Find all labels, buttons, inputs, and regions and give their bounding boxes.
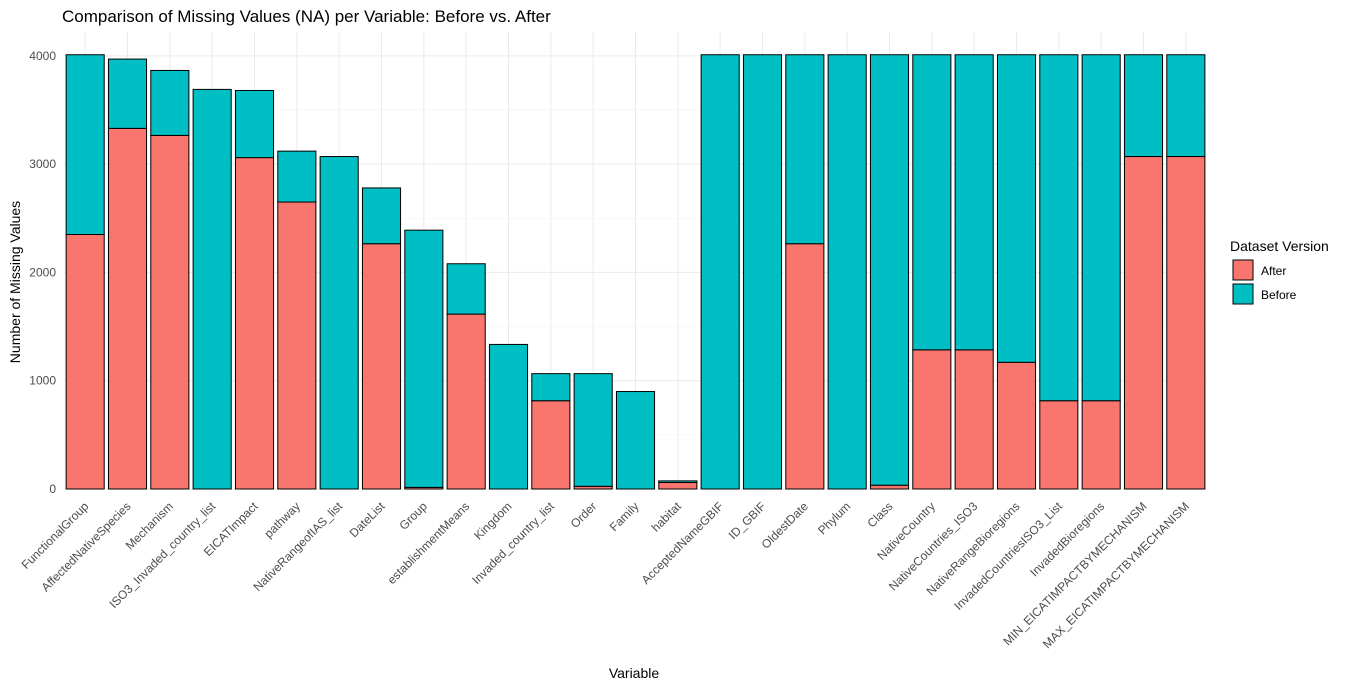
x-axis-title: Variable [609,665,660,681]
legend-key [1232,283,1254,305]
bar-segment [996,361,1037,490]
bar-segment [319,156,359,490]
bar-segment [1123,54,1164,158]
y-tick-label: 4000 [29,49,56,63]
y-tick-label: 0 [49,482,56,496]
x-tick-label: Family [607,499,642,534]
x-tick-label: Invaded_country_list [469,499,557,587]
bar-segment [615,391,656,490]
bar-segment [573,373,613,487]
x-tick-label: establishmentMeans [385,499,473,587]
bar-segment [869,484,910,490]
bar-segment [1039,400,1079,490]
bar-segment [65,54,105,236]
bar-segment [192,88,232,490]
bar-segment [234,157,275,490]
x-tick-label: habitat [649,499,685,535]
x-tick-label: pathway [261,499,303,541]
legend-key [1232,259,1254,281]
bar-segment [531,400,571,490]
bar-segment [785,243,825,490]
x-tick-label: InvadedBioregions [1027,499,1107,579]
bar-segment [488,343,529,490]
bar-segment [954,349,994,490]
bar-segment [996,54,1037,363]
x-tick-label: Phylum [815,499,853,537]
bar-segment [912,349,952,490]
x-tick-label: ID_GBIF [726,499,769,542]
legend-label: After [1261,264,1286,278]
bar-segment [1081,400,1121,490]
bar-segment [404,229,444,488]
bar-segment [658,480,698,484]
bar-segment [446,263,486,315]
y-axis-title: Number of Missing Values [7,201,23,363]
bar-segment [361,243,402,490]
bar-segment [827,54,867,490]
bar-segment [531,373,571,402]
bar-segment [150,69,190,136]
bar-segment [1081,54,1121,402]
y-tick-label: 2000 [29,265,56,279]
y-tick-label: 1000 [29,374,56,388]
bar-segment [954,54,994,351]
x-tick-label: DateList [347,499,388,540]
bar-segment [277,201,317,490]
bar-segment [107,127,148,490]
bar-segment [658,482,698,490]
bar-segment [785,54,825,245]
bar-segment [107,58,148,129]
bar-segment [277,150,317,203]
y-tick-label: 3000 [29,157,56,171]
chart-title: Comparison of Missing Values (NA) per Va… [62,7,551,26]
bar-segment [742,54,783,490]
bar-segment [700,54,740,490]
x-tick-label: Kingdom [471,499,514,542]
x-tick-label: Group [396,499,430,533]
x-tick-label: Order [568,499,600,531]
bar-segment [446,313,486,490]
bar-segment [1166,54,1206,158]
bar-segment [912,54,952,351]
bar-segment [1123,156,1164,490]
x-tick-label: Class [864,499,895,530]
bar-segment [1166,156,1206,490]
bar-segment [150,134,190,490]
bar-segment [1039,54,1079,402]
bar-segment [869,54,910,486]
bar-segment [65,234,105,490]
x-tick-label: AcceptedNameGBIF [639,499,727,587]
bar-segment [234,89,275,159]
legend-title: Dataset Version [1230,238,1329,254]
legend-label: Before [1261,288,1297,302]
x-tick-label: OldestDate [759,499,812,552]
bar-segment [361,187,402,245]
